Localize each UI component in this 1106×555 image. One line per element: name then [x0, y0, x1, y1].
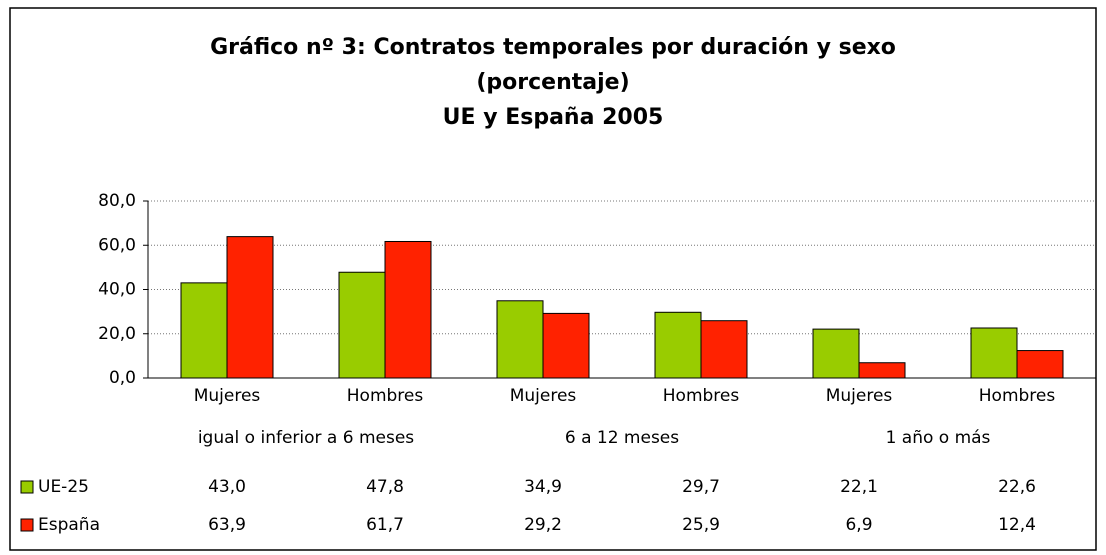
- x-tick-label: Hombres: [979, 386, 1056, 406]
- chart-title: UE y España 2005: [443, 105, 664, 130]
- table-value: 63,9: [208, 515, 246, 535]
- table-value: 29,7: [682, 477, 720, 497]
- table-value: 29,2: [524, 515, 562, 535]
- y-tick-label: 0,0: [109, 368, 136, 388]
- bar: [654, 311, 702, 379]
- legend-swatch: [20, 518, 34, 532]
- group-label: 6 a 12 meses: [565, 428, 679, 448]
- bar: [338, 271, 386, 379]
- bar: [542, 312, 590, 379]
- bar: [858, 362, 906, 379]
- bar: [180, 282, 228, 379]
- table-value: 47,8: [366, 477, 404, 497]
- bar: [496, 300, 544, 379]
- table-value: 22,1: [840, 477, 878, 497]
- bar: [970, 327, 1018, 379]
- legend-label: España: [38, 515, 100, 535]
- bar: [226, 236, 274, 379]
- table-value: 6,9: [845, 515, 872, 535]
- bar: [812, 328, 860, 379]
- x-tick-label: Hombres: [663, 386, 740, 406]
- chart-title: Gráfico nº 3: Contratos temporales por d…: [210, 35, 896, 60]
- group-label: 1 año o más: [886, 428, 991, 448]
- table-value: 34,9: [524, 477, 562, 497]
- y-tick-label: 60,0: [98, 235, 136, 255]
- table-value: 61,7: [366, 515, 404, 535]
- table-value: 43,0: [208, 477, 246, 497]
- bar: [384, 240, 432, 379]
- bar: [700, 320, 748, 379]
- group-label: igual o inferior a 6 meses: [198, 428, 414, 448]
- x-tick-label: Mujeres: [194, 386, 261, 406]
- legend-label: UE-25: [38, 477, 89, 497]
- x-tick-label: Mujeres: [510, 386, 577, 406]
- chart-frame: [9, 7, 1097, 551]
- table-value: 12,4: [998, 515, 1036, 535]
- y-tick-label: 80,0: [98, 191, 136, 211]
- x-tick-label: Mujeres: [826, 386, 893, 406]
- table-value: 25,9: [682, 515, 720, 535]
- bar: [1016, 350, 1064, 379]
- x-tick-label: Hombres: [347, 386, 424, 406]
- y-tick-label: 40,0: [98, 280, 136, 300]
- legend-swatch: [20, 480, 34, 494]
- y-tick-label: 20,0: [98, 324, 136, 344]
- table-value: 22,6: [998, 477, 1036, 497]
- chart-title: (porcentaje): [476, 70, 629, 95]
